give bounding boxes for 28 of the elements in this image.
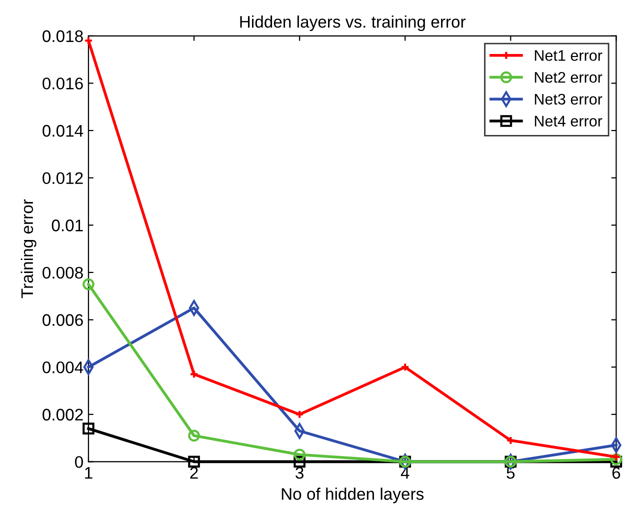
point bbox=[294, 448, 306, 461]
legend-label: Net1 error bbox=[534, 50, 602, 61]
y-tick-label: 0.004 bbox=[42, 361, 84, 374]
y-tick-label: 0.002 bbox=[42, 408, 83, 421]
y-tick-label: 0.012 bbox=[42, 172, 83, 184]
point bbox=[82, 278, 94, 290]
y-axis-title: Training error bbox=[20, 199, 36, 298]
y-tick-label: 0.016 bbox=[42, 78, 83, 90]
y-tick-label: 0.014 bbox=[42, 124, 84, 137]
y-tick-label: 0.008 bbox=[42, 266, 83, 279]
point bbox=[82, 422, 94, 434]
y-tick-label: 0.018 bbox=[42, 30, 83, 42]
y-tick-label: 0.01 bbox=[52, 220, 83, 232]
point bbox=[188, 430, 200, 442]
y-tick-label: 0.006 bbox=[42, 314, 83, 326]
legend-label: Net3 error bbox=[534, 94, 602, 105]
x-tick-label: 2 bbox=[190, 467, 198, 479]
y-tick-label: 0 bbox=[75, 456, 83, 468]
point bbox=[294, 456, 306, 468]
point bbox=[295, 410, 304, 419]
x-tick-label: 3 bbox=[296, 467, 304, 479]
legend-label: Net2 error bbox=[534, 72, 602, 83]
chart-title: Hidden layers vs. training error bbox=[240, 16, 466, 32]
x-tick-label: 1 bbox=[85, 467, 92, 479]
x-axis-title: No of hidden layers bbox=[282, 488, 424, 504]
point bbox=[188, 456, 200, 468]
x-tick-label: 6 bbox=[612, 467, 620, 479]
legend-label: Net4 error bbox=[534, 116, 602, 127]
